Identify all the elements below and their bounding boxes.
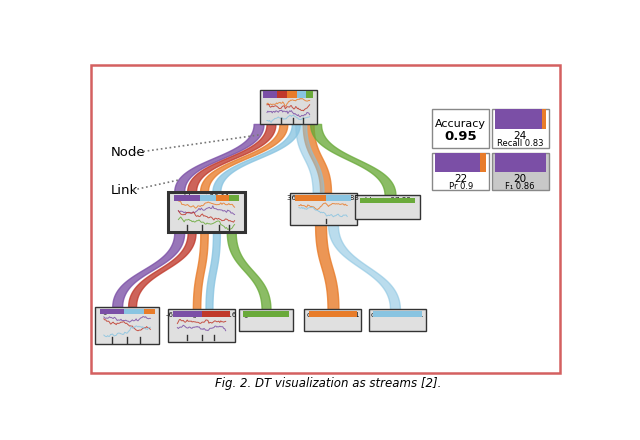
Text: green >6.16: green >6.16 [244, 312, 288, 318]
FancyBboxPatch shape [355, 195, 420, 219]
Text: centroid ≤ 151: centroid ≤ 151 [307, 312, 359, 318]
Text: F₁ 0.86: F₁ 0.86 [506, 182, 535, 191]
Bar [306, 91, 314, 98]
Bar [435, 153, 480, 172]
Bar [173, 311, 202, 316]
Text: Recall 0.83: Recall 0.83 [497, 139, 543, 148]
FancyBboxPatch shape [492, 153, 548, 190]
FancyBboxPatch shape [369, 309, 426, 331]
Text: Link: Link [111, 183, 138, 197]
Bar [294, 195, 326, 201]
FancyBboxPatch shape [91, 65, 559, 373]
Bar [298, 91, 306, 98]
Text: blue > 97.83: blue > 97.83 [365, 198, 410, 203]
FancyBboxPatch shape [239, 309, 293, 331]
Bar [480, 153, 486, 172]
Bar [100, 308, 124, 314]
Bar [308, 311, 357, 316]
Bar [174, 195, 200, 201]
FancyBboxPatch shape [305, 309, 362, 331]
Bar [287, 91, 298, 98]
Text: Accuracy: Accuracy [435, 118, 486, 128]
Bar [229, 195, 239, 201]
Bar [373, 311, 422, 316]
FancyBboxPatch shape [289, 193, 356, 225]
Bar [124, 308, 143, 314]
FancyBboxPatch shape [168, 309, 235, 341]
Text: blue ≤ 36.11: blue ≤ 36.11 [184, 194, 229, 200]
Bar [216, 195, 229, 201]
FancyBboxPatch shape [432, 153, 489, 190]
Bar [495, 109, 542, 129]
Bar [277, 91, 287, 98]
FancyBboxPatch shape [260, 90, 317, 124]
Text: 24: 24 [513, 131, 527, 141]
Bar [263, 91, 277, 98]
FancyBboxPatch shape [168, 192, 245, 232]
Text: Node: Node [111, 146, 145, 159]
Bar [200, 195, 216, 201]
Bar [143, 308, 154, 314]
Text: 20: 20 [514, 174, 527, 184]
Text: green ≤ -6.16: green ≤ -6.16 [103, 309, 152, 315]
Text: -6.16 <green ≤6.16: -6.16 <green ≤6.16 [166, 312, 237, 318]
FancyBboxPatch shape [95, 307, 159, 344]
Bar [202, 311, 230, 316]
Bar [326, 195, 351, 201]
Bar [542, 109, 546, 129]
Text: Pr 0.9: Pr 0.9 [449, 182, 473, 191]
Text: Fig. 2. DT visualization as streams [2].: Fig. 2. DT visualization as streams [2]. [215, 377, 441, 390]
Bar [360, 198, 415, 203]
Bar [243, 311, 289, 316]
Text: 0.95: 0.95 [444, 130, 477, 143]
FancyBboxPatch shape [432, 109, 489, 148]
Text: centroid > 151: centroid > 151 [371, 312, 424, 318]
Text: 22: 22 [454, 174, 467, 184]
Text: 36.11 <blue ≤97.83: 36.11 <blue ≤97.83 [287, 195, 359, 201]
FancyBboxPatch shape [492, 109, 548, 148]
Bar [495, 153, 546, 172]
